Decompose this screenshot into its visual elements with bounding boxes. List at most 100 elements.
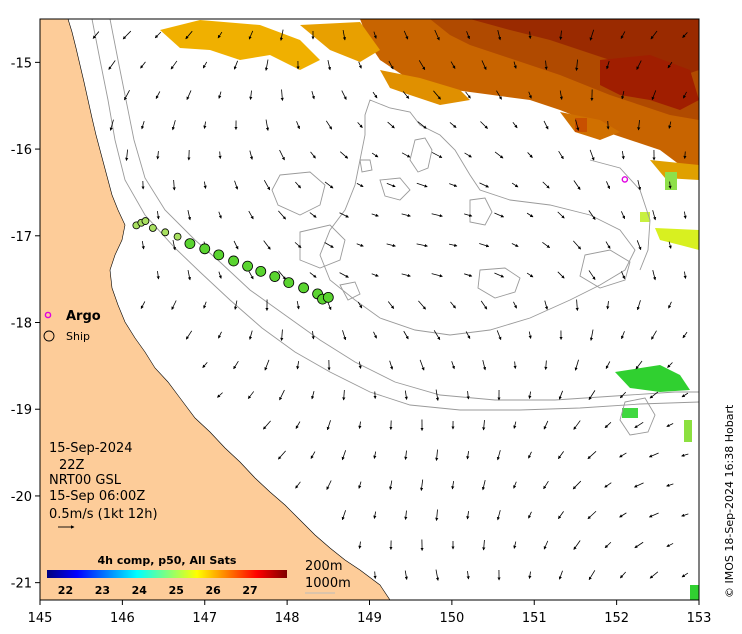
current-vector: [666, 423, 674, 427]
current-vector: [339, 212, 349, 218]
current-vector: [652, 210, 657, 221]
y-tick-label: -19: [11, 403, 32, 418]
current-vector: [557, 211, 565, 219]
current-vector: [619, 452, 627, 458]
current-vector: [403, 30, 409, 40]
current-vector: [311, 330, 315, 340]
ship-track-point: [269, 271, 281, 282]
current-vector: [482, 539, 486, 551]
current-vector: [466, 450, 470, 460]
x-tick-label: 148: [275, 611, 300, 626]
current-vector: [513, 541, 517, 549]
current-vector: [339, 151, 349, 159]
current-vector: [371, 273, 379, 277]
current-vector: [280, 329, 284, 342]
current-vector: [310, 451, 316, 459]
land-mass: [40, 19, 391, 600]
info-scale: 0.5m/s (1kt 12h): [49, 507, 158, 522]
current-vector: [513, 421, 517, 429]
info-block: 15-Sep-2024 22Z NRT00 GSL 15-Sep 06:00Z …: [49, 441, 158, 529]
current-vector: [494, 151, 504, 159]
current-vector: [125, 149, 129, 161]
current-vector: [294, 242, 302, 248]
current-vector: [544, 360, 548, 371]
current-vector: [464, 273, 473, 277]
info-hour: 22Z: [59, 458, 85, 473]
legend: Argo Ship: [43, 309, 101, 343]
current-vector: [482, 419, 486, 431]
current-vector: [265, 119, 270, 131]
current-vector: [122, 30, 132, 40]
current-vector: [172, 240, 177, 251]
current-vector: [450, 61, 456, 69]
current-vector: [619, 571, 626, 579]
depth-1000-label: 1000m: [305, 576, 351, 591]
current-vector: [513, 361, 517, 370]
current-vector: [574, 359, 579, 371]
current-vector: [339, 272, 349, 278]
current-vector: [387, 301, 395, 309]
current-vector: [605, 241, 611, 249]
current-vector: [668, 181, 672, 190]
current-vector: [342, 30, 346, 41]
current-vector: [342, 389, 346, 401]
current-vector: [636, 240, 642, 251]
current-vector: [682, 32, 688, 38]
ship-track-point: [242, 260, 253, 272]
current-vector: [401, 273, 411, 278]
current-vector: [465, 91, 471, 99]
current-vector: [186, 90, 192, 101]
colorbar-title: 4h comp, p50, All Sats: [98, 554, 237, 567]
current-vector: [435, 449, 439, 462]
current-vector: [402, 91, 410, 99]
current-vector: [417, 121, 427, 129]
current-vector: [512, 121, 518, 129]
current-vector: [326, 420, 331, 431]
current-vector: [218, 331, 222, 339]
current-vector: [217, 31, 223, 39]
current-vector: [621, 211, 626, 220]
current-vector: [371, 152, 379, 158]
current-vector: [466, 390, 470, 400]
current-vector: [278, 210, 286, 220]
current-vector: [604, 422, 612, 429]
current-vector: [588, 390, 596, 401]
current-vector: [449, 183, 458, 187]
current-vector: [389, 480, 393, 490]
current-vector: [481, 480, 486, 491]
current-vector: [248, 210, 254, 220]
current-vector: [218, 271, 222, 279]
current-vector: [542, 181, 550, 189]
current-vector: [480, 121, 488, 129]
depth-legend: 200m 1000m: [305, 559, 351, 594]
current-vector: [433, 90, 441, 100]
current-vector: [295, 481, 301, 489]
current-vector: [606, 181, 610, 190]
current-vector: [650, 30, 658, 40]
current-vector: [558, 570, 563, 580]
current-vector: [589, 329, 594, 341]
current-vector: [248, 30, 254, 40]
current-vector: [404, 450, 408, 461]
current-vector: [280, 89, 284, 102]
current-vector: [681, 392, 689, 398]
current-vector: [218, 151, 222, 160]
colorbar-tick-label: 23: [95, 584, 110, 597]
y-axis-ticks: -15 -16 -17 -18 -19 -20 -21: [11, 56, 40, 592]
current-vector: [435, 569, 440, 581]
current-vector: [154, 31, 162, 39]
current-vector: [249, 150, 254, 160]
colorbar: 4h comp, p50, All Sats 22 23 24 25 26 27: [47, 554, 287, 597]
current-vector: [496, 90, 502, 100]
current-vector: [528, 31, 532, 40]
current-vector: [575, 299, 579, 312]
current-vector: [279, 389, 285, 401]
current-vector: [264, 59, 269, 71]
current-vector: [588, 270, 596, 281]
ship-track-point: [255, 265, 267, 277]
current-vector: [309, 212, 317, 218]
current-vector: [682, 331, 688, 339]
current-vector: [634, 541, 644, 549]
colorbar-tick-label: 22: [58, 584, 73, 597]
current-vector: [341, 90, 347, 100]
